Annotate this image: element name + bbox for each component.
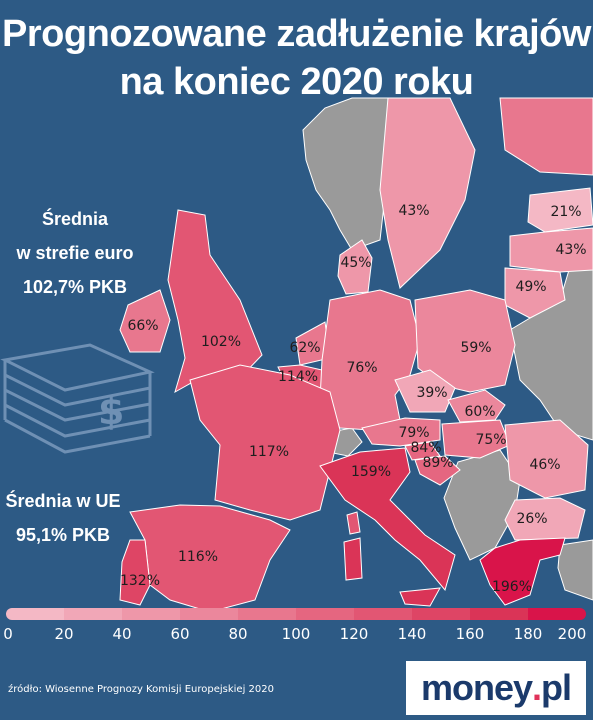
label-poland: 59%	[460, 340, 492, 356]
label-germany: 76%	[346, 360, 378, 376]
scale-tick-label: 80	[228, 625, 248, 643]
scale-tick-label: 200	[557, 625, 587, 643]
portugal-region	[119, 539, 151, 606]
bulgaria-region	[504, 497, 586, 541]
label-latvia: 43%	[555, 242, 587, 258]
label-slovenia: 84%	[410, 440, 442, 456]
greece-region	[479, 537, 566, 606]
euro-average-value: 102,7% PKB	[22, 277, 128, 297]
page-subtitle: na koniec 2020 roku	[119, 61, 474, 103]
label-croatia: 89%	[422, 455, 454, 471]
label-slovakia: 60%	[464, 404, 496, 420]
scale-segment	[470, 608, 528, 620]
slovakia-region	[447, 389, 506, 423]
latvia-region	[509, 227, 593, 273]
label-spain: 116%	[177, 549, 219, 565]
romania-region	[504, 419, 589, 499]
money-pl-logo: money. pl	[406, 661, 586, 715]
scale-tick-label: 120	[339, 625, 369, 643]
scale-segment	[238, 608, 296, 620]
scale-segment	[412, 608, 470, 620]
norway-land	[302, 97, 391, 251]
ireland-region	[119, 289, 171, 353]
label-france: 117%	[248, 444, 290, 460]
euro-average-box: Średnia w strefie euro 102,7% PKB	[0, 202, 150, 304]
uk-region	[167, 209, 263, 394]
label-portugal: 132%	[119, 573, 161, 589]
scale-tick-label: 160	[455, 625, 485, 643]
color-scale-bar	[6, 608, 586, 620]
hungary-region	[441, 419, 511, 459]
source-note: źródło: Wiosenne Prognozy Komisji Europe…	[8, 684, 274, 695]
corsica-region	[346, 511, 361, 535]
money-stack-icon	[0, 343, 155, 454]
label-romania: 46%	[529, 457, 561, 473]
logo-main: money	[420, 667, 533, 708]
label-estonia: 21%	[550, 204, 582, 220]
russia-north-region	[499, 97, 593, 176]
eu-average-box: Średnia w UE 95,1% PKB	[0, 484, 126, 552]
france-region	[189, 364, 341, 521]
sicily-region	[399, 587, 441, 607]
scale-segment	[354, 608, 412, 620]
scale-tick-label: 20	[54, 625, 74, 643]
dollar-icon: $	[98, 389, 124, 433]
label-hungary: 75%	[475, 432, 507, 448]
scale-tick-label: 0	[3, 625, 13, 643]
finland-region	[379, 97, 476, 289]
scale-segment	[528, 608, 586, 620]
label-greece: 196%	[491, 579, 533, 595]
scale-tick-label: 140	[397, 625, 427, 643]
slovenia-region	[404, 441, 441, 461]
scale-segment	[296, 608, 354, 620]
label-bulgaria: 26%	[516, 511, 548, 527]
label-denmark: 45%	[340, 255, 372, 271]
eu-average-value: 95,1% PKB	[15, 525, 111, 545]
page-title: Prognozowane zadłużenie krajów	[2, 13, 591, 55]
label-uk: 102%	[200, 334, 242, 350]
label-austria: 79%	[398, 425, 430, 441]
eu-average-label: Średnia w UE	[5, 491, 121, 511]
label-czechia: 39%	[416, 385, 448, 401]
logo-dot: .	[532, 667, 542, 708]
label-belgium: 114%	[277, 369, 319, 385]
euro-average-label: Średnia	[41, 209, 109, 229]
scale-tick-label: 100	[281, 625, 311, 643]
croatia-region	[414, 455, 461, 486]
austria-region	[361, 417, 441, 447]
turkey-land	[557, 539, 593, 601]
scale-tick-label: 180	[513, 625, 543, 643]
italy-region	[319, 447, 456, 592]
scale-segment	[6, 608, 64, 620]
label-finland: 43%	[398, 203, 430, 219]
euro-average-sublabel: w strefie euro	[16, 243, 134, 263]
logo-suffix: pl	[541, 667, 572, 708]
scale-segment	[64, 608, 122, 620]
scale-segment	[122, 608, 180, 620]
label-lithuania: 49%	[515, 279, 547, 295]
scale-tick-label: 60	[170, 625, 190, 643]
label-ireland: 66%	[127, 318, 159, 334]
scale-segment	[180, 608, 238, 620]
label-italy: 159%	[350, 464, 392, 480]
scale-tick-label: 40	[112, 625, 132, 643]
estonia-region	[527, 187, 593, 233]
sardinia-region	[343, 537, 363, 581]
lithuania-region	[504, 267, 566, 319]
label-netherlands: 62%	[289, 340, 321, 356]
